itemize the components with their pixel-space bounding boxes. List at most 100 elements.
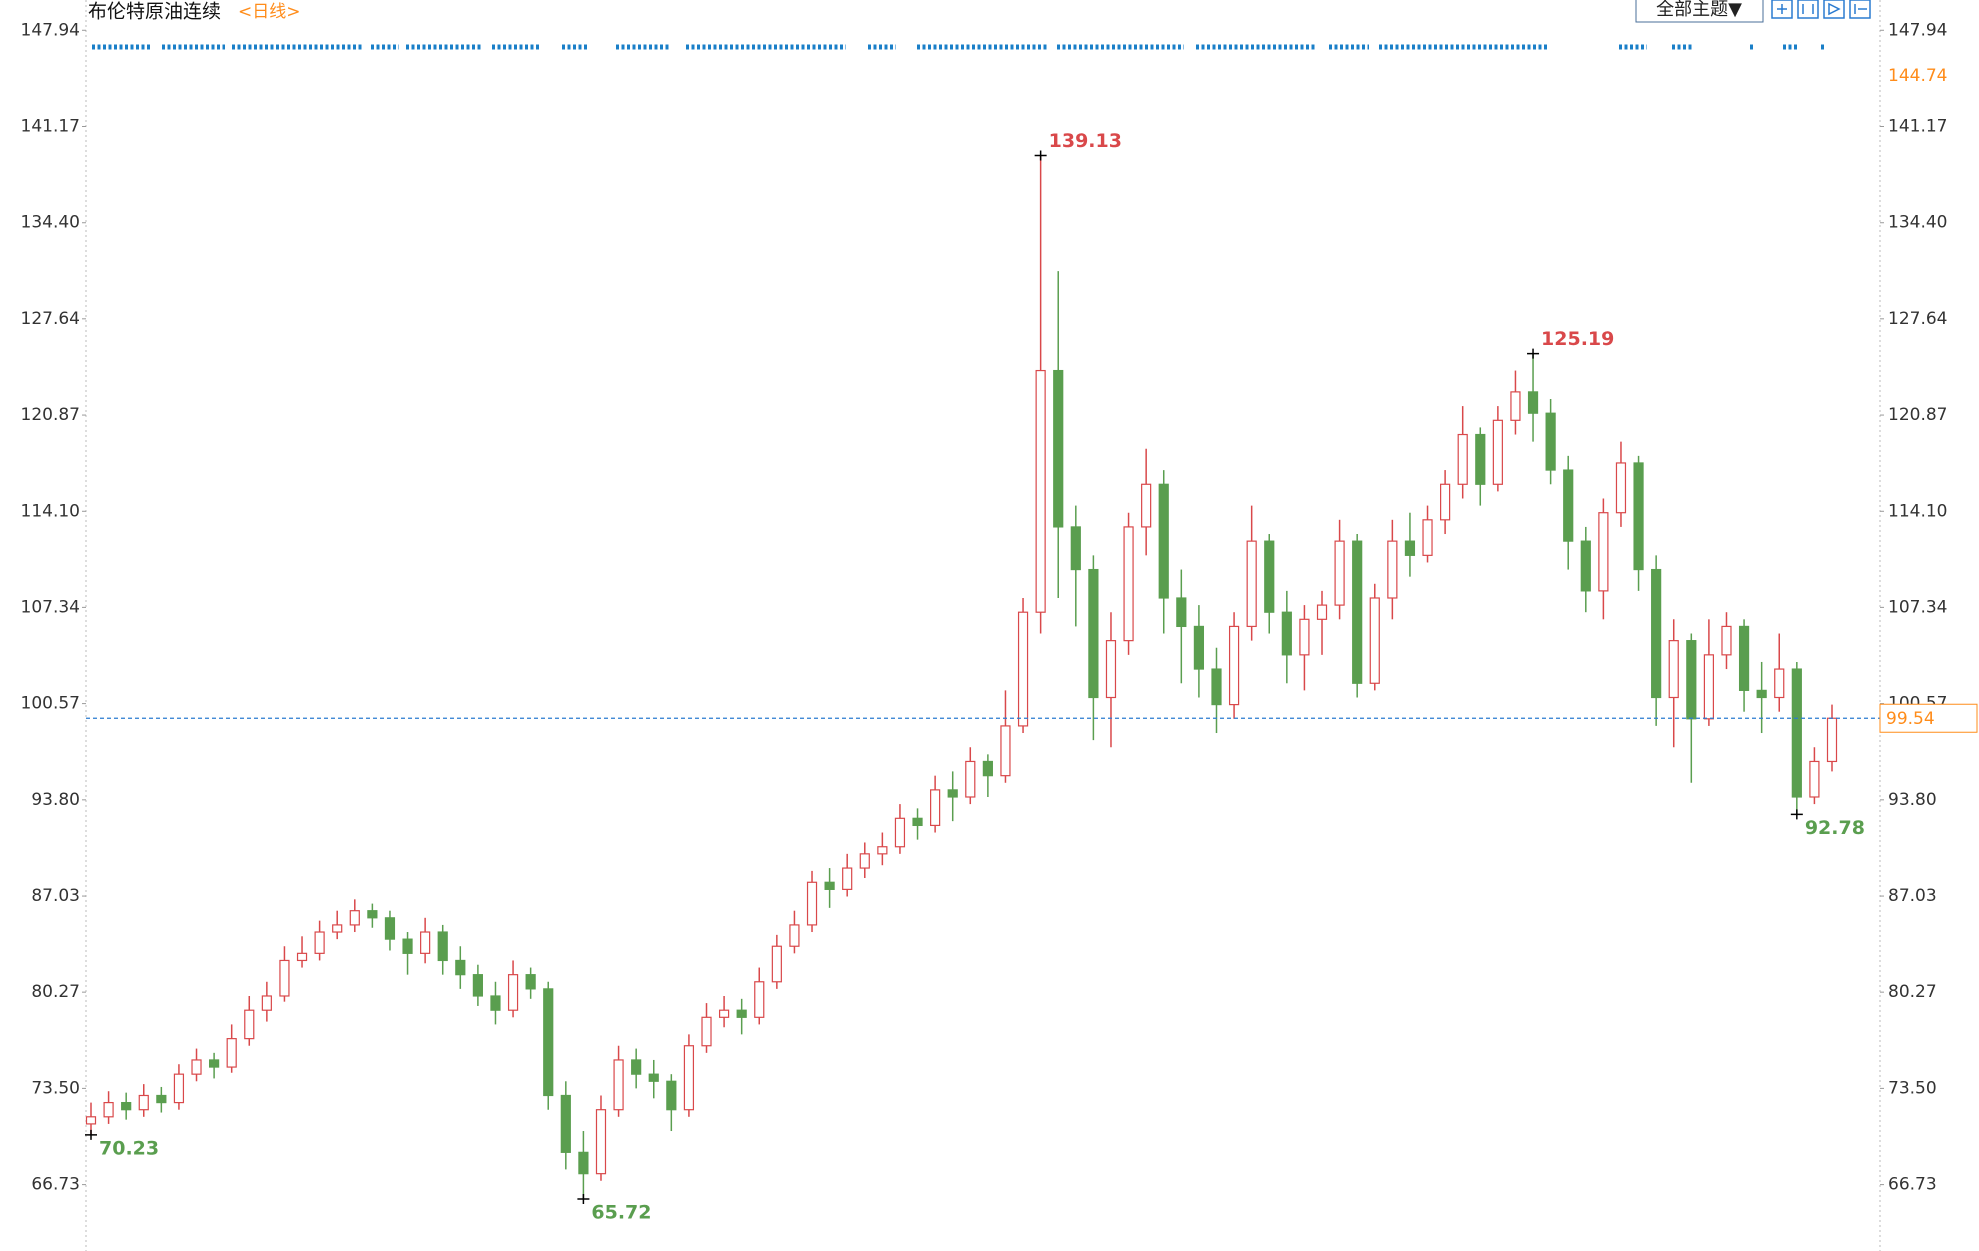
candle-body (279, 959, 290, 997)
candle-body (859, 853, 870, 869)
candle-body (1598, 512, 1609, 592)
y-tick-label: 114.10 (21, 501, 80, 521)
candle-body (560, 1094, 571, 1153)
candle-body (455, 959, 466, 976)
candle-body (1703, 654, 1714, 720)
candle-body (261, 995, 272, 1011)
candle-body (226, 1038, 237, 1068)
candle-body (683, 1045, 695, 1111)
y2-tick-label: 73.50 (1888, 1078, 1937, 1098)
candle-body (1369, 597, 1380, 684)
candle-body (1475, 433, 1486, 485)
candle-body (1668, 640, 1679, 699)
candle-body (420, 931, 431, 954)
extreme-marker (85, 1129, 97, 1140)
candle-body (894, 817, 906, 848)
extreme-marker (577, 1193, 590, 1204)
candle-body (1422, 519, 1433, 556)
y2-tick-label: 120.87 (1888, 405, 1947, 425)
candle-body (1299, 618, 1310, 656)
candle-body (842, 867, 853, 890)
candle-body (1826, 717, 1838, 763)
candle-body (1017, 611, 1029, 727)
candle-body (1000, 725, 1011, 777)
candle-body (349, 910, 360, 926)
candle-body (1053, 369, 1064, 528)
y-tick-label: 100.57 (21, 694, 80, 714)
candle-body (209, 1059, 220, 1068)
candle-body (1141, 483, 1152, 528)
y2-tick-label: 134.40 (1888, 213, 1947, 233)
candle-body (314, 931, 325, 954)
candle-body (1633, 462, 1644, 571)
last-price-label: 99.54 (1886, 709, 1935, 729)
candle-body (1211, 668, 1222, 706)
candle-body (490, 995, 501, 1011)
y-tick-label: 141.17 (21, 117, 80, 137)
candle-body (1738, 625, 1750, 691)
candle-body (156, 1094, 167, 1104)
candle-body (121, 1101, 132, 1111)
candle-body (1176, 597, 1187, 628)
candle-body (1651, 568, 1662, 699)
candle-body (930, 789, 941, 827)
candle-body (648, 1073, 659, 1082)
candle-body (595, 1109, 607, 1175)
y2-tick-label: 107.34 (1888, 597, 1947, 617)
y-tick-label: 73.50 (31, 1078, 80, 1098)
y-tick-label: 147.94 (21, 20, 80, 40)
candle-body (103, 1101, 114, 1118)
candle-body (806, 881, 818, 926)
y-tick-label: 93.80 (31, 790, 80, 810)
candle-body (1070, 526, 1081, 571)
candle-body (824, 881, 835, 890)
y-tick-label: 134.40 (21, 213, 80, 233)
candle-body (1492, 419, 1503, 485)
theme-button-label[interactable]: 全部主题▼ (1656, 0, 1742, 20)
extreme-label: 139.13 (1049, 130, 1122, 152)
candle-body (1123, 526, 1134, 642)
candle-body (472, 974, 483, 997)
extreme-label: 65.72 (591, 1201, 651, 1223)
right-axis-marker: 144.74 (1888, 66, 1947, 86)
candle-body (1686, 640, 1697, 720)
theme-button[interactable] (1635, 0, 1764, 23)
extreme-label: 125.19 (1541, 328, 1614, 350)
candle-body (1281, 611, 1292, 656)
candle-body (877, 846, 888, 855)
y-tick-label: 87.03 (31, 886, 80, 906)
candle-body (1580, 540, 1591, 592)
extreme-label: 70.23 (99, 1137, 159, 1159)
candle-body (1721, 625, 1732, 656)
y-tick-label: 80.27 (31, 982, 80, 1002)
extreme-marker (1527, 348, 1540, 359)
toolbar-icons[interactable] (1771, 0, 1871, 19)
candle-body (982, 760, 993, 777)
candle-body (1791, 668, 1802, 798)
candle-body (1228, 625, 1240, 706)
candle-body (85, 1116, 97, 1125)
candle-body (1774, 668, 1785, 699)
candle-body (666, 1080, 677, 1111)
candle-body (1334, 540, 1345, 606)
candle-body (754, 981, 765, 1018)
y2-tick-label: 87.03 (1888, 886, 1937, 906)
candle-body (437, 931, 448, 962)
candle-body (138, 1094, 149, 1111)
candle-body (718, 1009, 730, 1018)
candle-body (1404, 540, 1416, 556)
candle-body (1352, 540, 1363, 684)
candle-body (367, 910, 378, 919)
candle-body (631, 1059, 642, 1075)
candle-body (332, 924, 343, 933)
candle-body (402, 938, 413, 954)
candle-body (1105, 640, 1117, 699)
last-price-box (1879, 703, 1978, 733)
candle-body (1246, 540, 1257, 628)
candle-body (1035, 369, 1046, 613)
y2-tick-label: 66.73 (1888, 1175, 1937, 1195)
candle-body (701, 1016, 712, 1047)
candle-body (1264, 540, 1275, 613)
candle-body (173, 1073, 185, 1104)
y-tick-label: 120.87 (21, 405, 80, 425)
